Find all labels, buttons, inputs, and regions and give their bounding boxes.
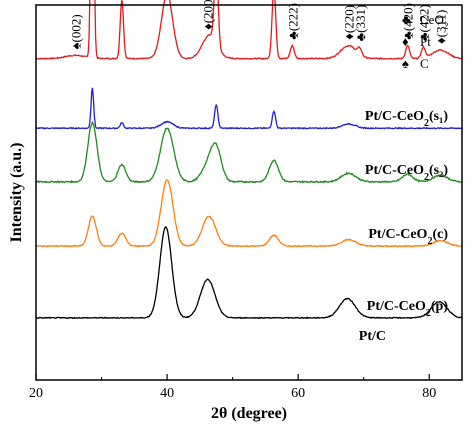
legend-label: Pt	[420, 34, 431, 49]
series-line-2	[35, 120, 463, 184]
peak-annotation: ♣(420)	[401, 3, 416, 40]
legend: ♣ CeO2 ♦ Pt ♠ C	[402, 12, 448, 71]
x-tick-label: 40	[160, 386, 174, 401]
legend-symbol: ♠	[402, 56, 409, 71]
legend-label: CeO2	[420, 12, 448, 31]
series-label-2: Pt/C-CeO2(s₂)	[365, 163, 448, 183]
x-axis-title: 2θ (degree)	[211, 405, 287, 422]
series-labels: Pt/C-CeO2(s₁) Pt/C-CeO2(s₂) Pt/C-CeO2(c) Pt…	[359, 109, 449, 344]
peak-annotation: ♠(002)	[68, 14, 83, 49]
curves-group	[35, 0, 463, 320]
peak-annotation: ♦(200)	[201, 0, 216, 30]
series-label-3: Pt/C-CeO2(c)	[368, 227, 448, 247]
x-axis-ticks: 20 40 60 80	[29, 374, 436, 401]
series-line-4	[35, 226, 463, 320]
y-axis-title: Intensity (a.u.)	[8, 142, 25, 242]
legend-label: C	[420, 56, 429, 71]
x-tick-label: 80	[422, 386, 436, 401]
plot-frame	[35, 4, 463, 381]
series-label-bottom: Pt/C	[359, 329, 386, 344]
series-line-1	[35, 87, 463, 130]
series-line-0	[35, 0, 463, 61]
x-tick-label: 20	[29, 386, 43, 401]
peak-annotations: ♠(002)♣(111)♣(200)♦(111)♦(200)♣(220)♣(31…	[68, 0, 448, 49]
peak-annotation: ♣(331)	[353, 5, 368, 42]
series-label-4: Pt/C-CeO2(p)	[367, 299, 449, 319]
series-line-3	[35, 179, 463, 248]
legend-symbol: ♣	[402, 12, 411, 27]
peak-annotation: ♣(422)	[416, 4, 431, 41]
peak-annotation: ♦(220)	[342, 5, 357, 40]
peak-annotation: ♦(311)	[433, 10, 448, 44]
x-tick-label: 60	[291, 386, 305, 401]
series-label-1: Pt/C-CeO2(s₁)	[365, 109, 448, 129]
peak-annotation: ♣(222)	[285, 3, 300, 40]
legend-symbol: ♦	[402, 34, 409, 49]
